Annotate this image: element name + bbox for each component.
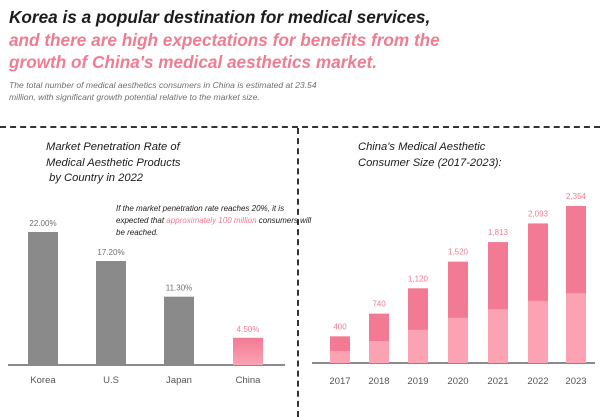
year-label: 2020 [447,376,468,387]
category-label: Japan [166,375,192,386]
bar-value-label: 1,813 [488,228,509,237]
vertical-divider [297,128,299,417]
bar-japan [164,296,194,365]
bar-value-label: 4.50% [237,325,260,334]
headline-line-1: Korea is a popular destination for medic… [9,7,431,27]
category-label: Korea [30,375,56,386]
bar-2023 [566,206,586,363]
bar-value-label: 1,120 [408,274,429,283]
annotation-highlight: approximately 100 million [166,215,257,225]
bar-korea [28,232,58,365]
bar-2018 [369,313,389,363]
bar-value-label: 1,520 [448,248,469,257]
left-chart-title: Market Penetration Rate of Medical Aesth… [46,141,181,184]
year-label: 2021 [487,376,508,387]
bar-us [96,261,126,365]
bar-china [233,337,263,365]
year-label: 2019 [407,376,428,387]
category-label: U.S [103,375,119,386]
bar-2021 [488,242,508,363]
horizontal-divider [0,126,600,128]
bar-value-label: 2,093 [528,209,549,218]
year-label: 2022 [527,376,548,387]
bar-value-label: 22.00% [29,219,56,228]
headline-line-2: and there are high expectations for bene… [9,29,440,50]
bar-value-label: 400 [333,322,347,331]
bar-value-label: 2,354 [566,192,587,201]
subtitle: The total number of medical aesthetics c… [9,80,317,102]
headline: Korea is a popular destination for medic… [9,6,594,74]
bar-2019 [408,288,428,363]
category-label: China [236,375,262,386]
bar-2022 [528,223,548,363]
bar-value-label: 17.20% [97,248,124,257]
bar-2017 [330,336,350,363]
annotation-text-before: If the market penetration rate reaches 2… [116,204,285,225]
penetration-annotation: If the market penetration rate reaches 2… [116,203,316,238]
bar-value-label: 740 [372,300,386,309]
right-chart-title: China's Medical Aesthetic Consumer Size … [358,141,502,169]
year-label: 2017 [329,376,350,387]
year-label: 2018 [368,376,389,387]
penetration-rate-chart: 22.00% Korea 17.20% U.S 11.30% Japan 4.50% Chin… [8,219,285,386]
year-label: 2023 [565,376,586,387]
annotation-text-after: consumers will be reached. [116,215,312,237]
headline-line-3: growth of China's medical aesthetics mar… [9,52,377,72]
bar-2020 [448,261,468,363]
bar-value-label: 11.30% [166,284,193,293]
